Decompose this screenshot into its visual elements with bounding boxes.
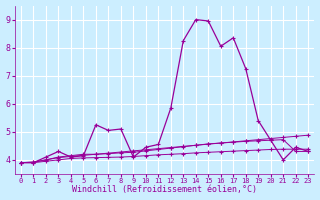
X-axis label: Windchill (Refroidissement éolien,°C): Windchill (Refroidissement éolien,°C): [72, 185, 257, 194]
